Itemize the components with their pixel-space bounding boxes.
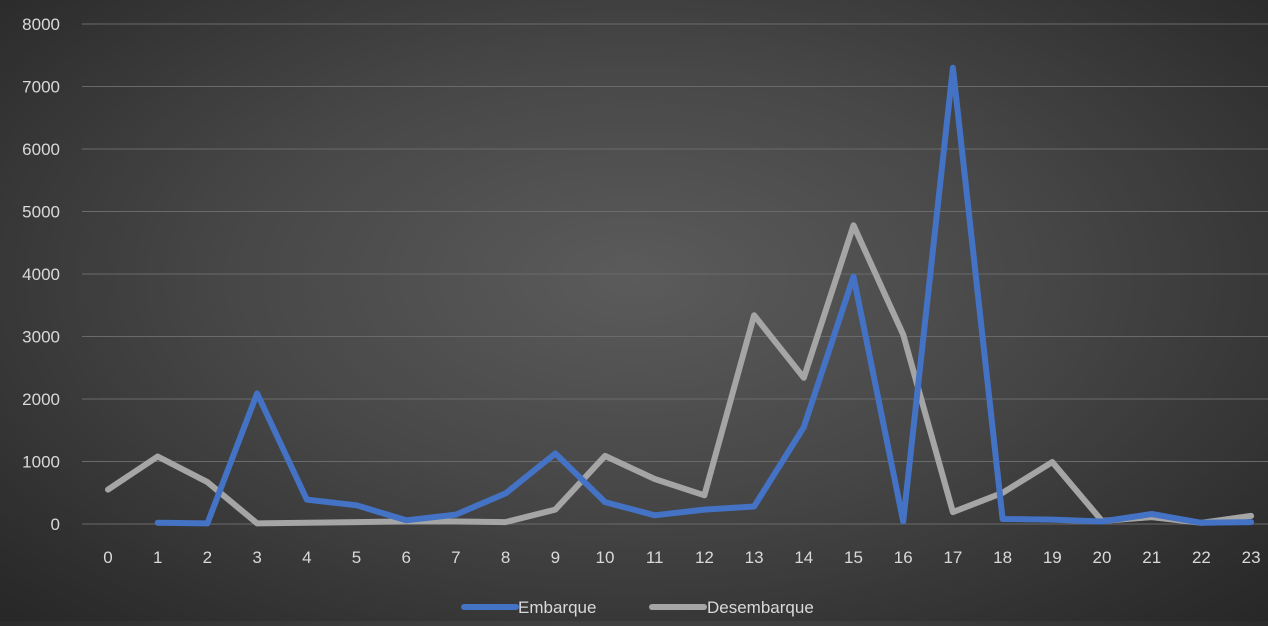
data-point	[751, 312, 757, 318]
x-tick-label: 5	[352, 548, 361, 567]
x-tick-label: 2	[203, 548, 212, 567]
x-tick-label: 12	[695, 548, 714, 567]
x-tick-label: 3	[252, 548, 261, 567]
data-point	[851, 274, 857, 280]
x-tick-label: 1	[153, 548, 162, 567]
x-tick-label: 20	[1093, 548, 1112, 567]
y-tick-label: 1000	[22, 453, 60, 472]
data-point	[1248, 519, 1254, 525]
y-tick-label: 3000	[22, 328, 60, 347]
legend-label: Embarque	[518, 598, 596, 617]
y-axis-tick-labels: 0 1000 2000 3000 4000 5000 6000 7000 8000	[22, 15, 60, 534]
data-point	[900, 332, 906, 338]
data-point	[1198, 520, 1204, 526]
x-tick-label: 0	[103, 548, 112, 567]
data-point	[652, 476, 658, 482]
x-tick-label: 21	[1142, 548, 1161, 567]
x-tick-label: 19	[1043, 548, 1062, 567]
legend: Embarque Desembarque	[461, 598, 814, 617]
x-tick-label: 15	[844, 548, 863, 567]
series-line	[154, 64, 1255, 527]
data-point	[453, 519, 459, 525]
series-line	[105, 222, 1255, 527]
data-point	[403, 517, 409, 523]
data-point	[1000, 516, 1006, 522]
data-point	[453, 512, 459, 518]
data-point	[602, 499, 608, 505]
y-tick-label: 4000	[22, 265, 60, 284]
y-tick-label: 6000	[22, 140, 60, 159]
x-tick-label: 11	[646, 548, 664, 567]
legend-item-embarque: Embarque	[461, 598, 596, 617]
data-point	[105, 487, 111, 493]
x-tick-label: 17	[943, 548, 962, 567]
data-point	[155, 520, 161, 526]
series-desembarque	[105, 222, 1255, 527]
x-axis-tick-labels: 0 1 2 3 4 5 6 7 8 9 10 11 12 13 14 15 16 17 18 19 20 21 22 23	[103, 548, 1260, 567]
data-point	[701, 492, 707, 498]
series-lines	[105, 64, 1255, 527]
data-point	[1049, 459, 1055, 465]
data-point	[155, 454, 161, 460]
y-tick-label: 8000	[22, 15, 60, 34]
data-point	[304, 520, 310, 526]
x-tick-label: 6	[401, 548, 410, 567]
data-point	[751, 504, 757, 510]
legend-item-desembarque: Desembarque	[649, 598, 814, 617]
data-point	[801, 424, 807, 430]
x-tick-label: 13	[745, 548, 764, 567]
x-tick-label: 18	[993, 548, 1012, 567]
x-tick-label: 7	[451, 548, 460, 567]
data-point	[701, 507, 707, 513]
x-tick-label: 23	[1242, 548, 1261, 567]
data-point	[1049, 517, 1055, 523]
data-point	[254, 390, 260, 396]
data-point	[950, 65, 956, 71]
data-point	[552, 507, 558, 513]
data-point	[503, 519, 509, 525]
x-tick-label: 14	[794, 548, 813, 567]
data-point	[503, 490, 509, 496]
data-point	[1248, 513, 1254, 519]
series-embarque	[154, 64, 1255, 527]
y-tick-label: 0	[51, 515, 60, 534]
data-point	[900, 519, 906, 525]
data-point	[304, 497, 310, 503]
data-point	[354, 502, 360, 508]
x-tick-label: 9	[551, 548, 560, 567]
data-point	[254, 520, 260, 526]
y-tick-label: 7000	[22, 78, 60, 97]
x-tick-label: 16	[894, 548, 913, 567]
data-point	[950, 509, 956, 515]
data-point	[851, 222, 857, 228]
x-tick-label: 22	[1192, 548, 1211, 567]
data-point	[204, 479, 210, 485]
data-point	[552, 450, 558, 456]
data-point	[354, 519, 360, 525]
x-tick-label: 8	[501, 548, 510, 567]
data-point	[602, 453, 608, 459]
x-tick-label: 10	[596, 548, 615, 567]
data-point	[801, 375, 807, 381]
y-tick-label: 5000	[22, 203, 60, 222]
legend-label: Desembarque	[707, 598, 814, 617]
data-point	[1099, 519, 1105, 525]
y-tick-label: 2000	[22, 390, 60, 409]
gridlines	[82, 23, 1268, 525]
data-point	[652, 512, 658, 518]
data-point	[1149, 511, 1155, 517]
data-point	[204, 520, 210, 526]
x-tick-label: 4	[302, 548, 311, 567]
